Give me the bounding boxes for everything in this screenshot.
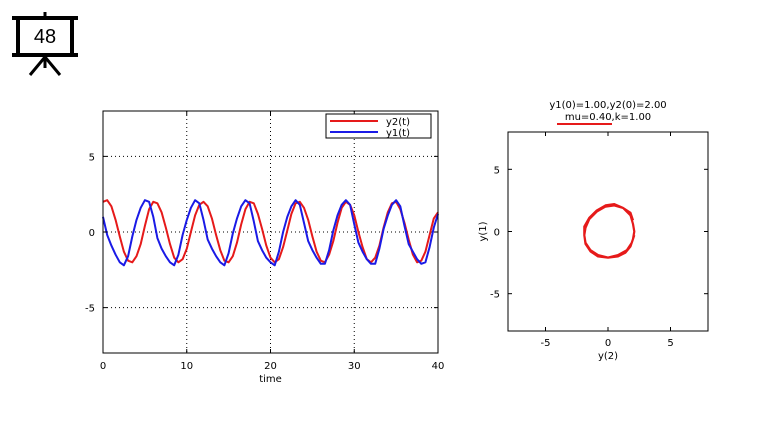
y-tick-label: 5 bbox=[89, 152, 95, 163]
y-tick-label: 0 bbox=[89, 228, 95, 239]
x-tick-label: 30 bbox=[348, 361, 361, 372]
legend: y2(t)y1(t) bbox=[325, 113, 432, 139]
phase-plot-title: y1(0)=1.00,y2(0)=2.00 bbox=[549, 100, 666, 111]
legend-entry: y1(t) bbox=[386, 128, 410, 139]
slide-number: 48 bbox=[34, 26, 56, 48]
phase-y-axis-label: y(1) bbox=[478, 221, 489, 241]
x-axis-label: time bbox=[259, 374, 282, 385]
x-tick-label: 20 bbox=[264, 361, 277, 372]
series-lines bbox=[102, 199, 439, 267]
phase-portrait-line bbox=[583, 203, 636, 259]
series-line-y1t bbox=[102, 199, 439, 267]
grid-lines bbox=[103, 111, 438, 353]
tick-labels: 0 10 20 30 40 -5 0 5 bbox=[85, 111, 444, 372]
x-tick-label: 5 bbox=[667, 338, 673, 349]
y-tick-label: 0 bbox=[494, 228, 500, 239]
legend-box bbox=[325, 113, 432, 139]
x-tick-label: 40 bbox=[432, 361, 445, 372]
x-tick-label: 0 bbox=[605, 338, 611, 349]
projector-screen-icon: 48 bbox=[12, 12, 78, 76]
phase-x-axis-label: y(2) bbox=[598, 351, 618, 362]
legend-entry: y2(t) bbox=[386, 117, 410, 128]
x-tick-label: 10 bbox=[180, 361, 193, 372]
phase-tick-labels: -5 0 5 -5 0 5 bbox=[490, 132, 708, 349]
phase-trajectory-line bbox=[583, 203, 636, 259]
y-tick-label: -5 bbox=[85, 304, 95, 315]
y-tick-label: -5 bbox=[490, 290, 500, 301]
phase-plot-subtitle: mu=0.40,k=1.00 bbox=[565, 112, 651, 123]
x-tick-label: -5 bbox=[541, 338, 551, 349]
x-tick-label: 0 bbox=[100, 361, 106, 372]
y-tick-label: 5 bbox=[494, 165, 500, 176]
phase-plot-frame bbox=[507, 131, 709, 332]
